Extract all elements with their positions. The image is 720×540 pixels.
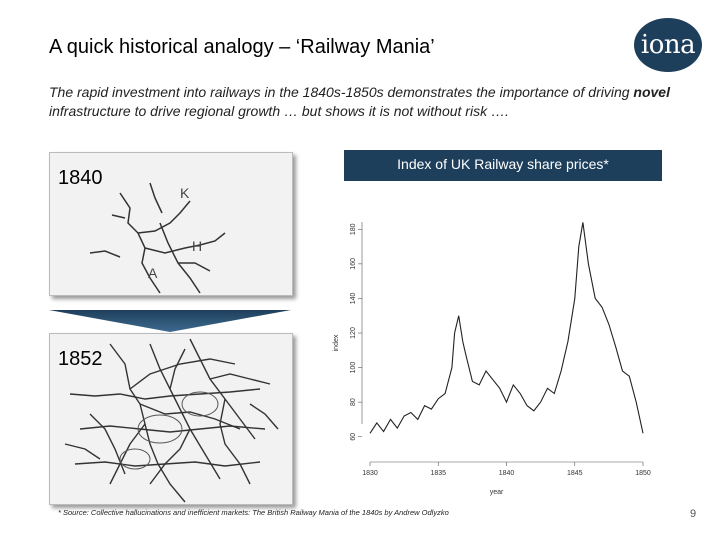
y-tick-label: 80 bbox=[350, 398, 357, 406]
logo-text: iona bbox=[640, 30, 696, 60]
share-price-line bbox=[369, 222, 644, 434]
subtitle-part1: The rapid investment into railways in th… bbox=[49, 84, 634, 100]
x-tick-label: 1835 bbox=[430, 470, 446, 477]
y-tick-label: 180 bbox=[350, 223, 357, 235]
map-letter-h: H bbox=[192, 238, 202, 254]
iona-logo: iona bbox=[634, 18, 702, 72]
chart-y-label: index bbox=[333, 334, 340, 351]
map-year-1840: 1840 bbox=[58, 167, 103, 189]
transition-arrow bbox=[49, 310, 291, 332]
map-1852-graphic bbox=[64, 338, 279, 503]
map-letter-k: K bbox=[180, 185, 190, 201]
slide-title: A quick historical analogy – ‘Railway Ma… bbox=[49, 36, 435, 58]
page-number: 9 bbox=[690, 508, 697, 520]
x-tick-label: 1840 bbox=[499, 470, 515, 477]
railway-map-1852: 1852 bbox=[49, 333, 293, 505]
y-tick-label: 140 bbox=[350, 292, 357, 304]
chart-ticks: 1830 1835 1840 1845 1850 60 80 100 120 140 160 180 bbox=[350, 223, 651, 477]
source-footnote: * Source: Collective hallucinations and … bbox=[58, 508, 449, 517]
map-year-1852: 1852 bbox=[58, 348, 103, 370]
map-1840-graphic: K H A bbox=[89, 182, 226, 294]
map-letter-a: A bbox=[148, 265, 158, 281]
subtitle-part2: infrastructure to drive regional growth … bbox=[49, 103, 509, 119]
y-tick-label: 60 bbox=[350, 433, 357, 441]
x-tick-label: 1845 bbox=[567, 470, 583, 477]
railway-map-1840: 1840 K H A bbox=[49, 152, 293, 296]
y-tick-label: 100 bbox=[350, 362, 357, 374]
y-tick-label: 120 bbox=[350, 327, 357, 339]
share-price-chart: 1830 1835 1840 1845 18506080100120140160180 … bbox=[333, 222, 651, 496]
chart-header: Index of UK Railway share prices* bbox=[344, 150, 662, 181]
chart-axes bbox=[361, 222, 643, 463]
x-tick-label: 1850 bbox=[635, 470, 651, 477]
chart-x-label: year bbox=[490, 489, 504, 496]
y-tick-label: 160 bbox=[350, 258, 357, 270]
slide-subtitle: The rapid investment into railways in th… bbox=[49, 83, 679, 121]
subtitle-bold: novel bbox=[633, 84, 670, 100]
x-tick-label: 1830 bbox=[362, 470, 378, 477]
